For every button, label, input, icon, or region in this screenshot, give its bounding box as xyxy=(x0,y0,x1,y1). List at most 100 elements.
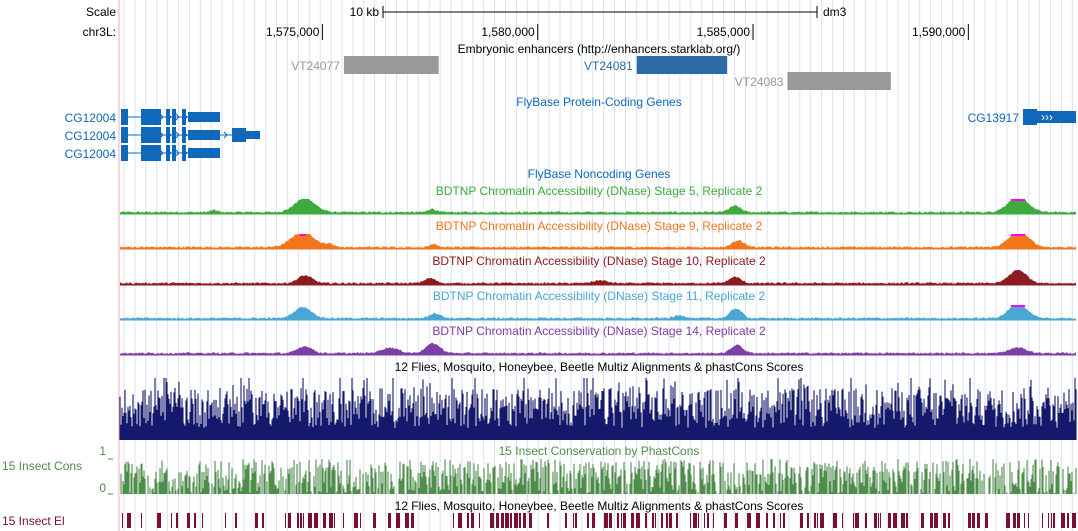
conserved-element xyxy=(693,513,697,528)
dnase-track-stage9[interactable]: BDTNP Chromatin Accessibility (DNase) St… xyxy=(120,219,1076,250)
ruler[interactable]: Scale chr3L: 10 kb dm3 1,575,000 1,580,00… xyxy=(83,5,969,40)
conserved-element xyxy=(906,513,908,528)
dnase-track-stage11[interactable]: BDTNP Chromatin Accessibility (DNase) St… xyxy=(120,289,1076,321)
conserved-element xyxy=(713,513,714,528)
elements-side-label[interactable]: 15 Insect El xyxy=(2,514,65,528)
conserved-element xyxy=(645,513,647,528)
conserved-element xyxy=(1051,513,1052,528)
conserved-element xyxy=(820,513,824,528)
conserved-element xyxy=(262,513,264,528)
conserved-element xyxy=(707,513,709,528)
dnase-signal xyxy=(120,342,1076,355)
gene-exon xyxy=(121,127,128,143)
dnase-signal xyxy=(120,305,1076,320)
conserved-element xyxy=(855,513,859,528)
conserved-element xyxy=(666,513,668,528)
enhancer-label: VT24077 xyxy=(291,59,340,73)
gene-exon xyxy=(172,109,176,125)
gene-exon xyxy=(188,112,220,122)
conserved-element xyxy=(592,513,595,528)
conserved-element xyxy=(288,513,291,528)
conserved-element xyxy=(698,513,699,528)
conserved-element xyxy=(621,513,622,528)
conserved-element xyxy=(604,513,608,528)
gene-exon xyxy=(1037,111,1076,123)
conserved-element xyxy=(617,513,619,528)
protein-coding-track-title: FlyBase Protein-Coding Genes xyxy=(516,95,681,109)
conserved-element xyxy=(587,513,589,528)
conserved-element xyxy=(609,513,612,528)
conserved-element xyxy=(1013,513,1016,528)
conserved-element xyxy=(176,513,178,528)
conserved-element xyxy=(690,513,691,528)
conserved-element xyxy=(300,513,302,528)
gene-exon xyxy=(141,127,161,143)
conserved-element xyxy=(1061,513,1065,528)
conserved-elements-track[interactable]: 12 Flies, Mosquito, Honeybee, Beetle Mul… xyxy=(2,499,1076,528)
conserved-element xyxy=(157,513,161,528)
strand-arrows: ››› xyxy=(1041,110,1053,124)
conserved-element xyxy=(1048,513,1049,528)
conserved-element xyxy=(878,513,879,528)
conserved-element xyxy=(977,513,980,528)
conserved-element xyxy=(874,513,877,528)
dnase-track-title: BDTNP Chromatin Accessibility (DNase) St… xyxy=(433,289,766,303)
conserved-element xyxy=(575,513,577,528)
conserved-element xyxy=(934,513,938,528)
enhancer-track[interactable]: Embryonic enhancers (http://enhancers.st… xyxy=(291,42,891,90)
conserved-element xyxy=(297,513,299,528)
conserved-element xyxy=(505,513,509,528)
conserved-element xyxy=(573,513,574,528)
conserved-element xyxy=(334,513,335,528)
clipped-marker xyxy=(1011,234,1025,236)
conserved-element xyxy=(943,513,946,528)
conserved-element xyxy=(1067,513,1069,528)
conserved-element xyxy=(652,513,654,528)
strand-chevron xyxy=(175,149,180,157)
conserved-element xyxy=(141,513,142,528)
dnase-signal xyxy=(120,270,1076,285)
dnase-signal xyxy=(120,234,1076,249)
gene-exon xyxy=(166,109,170,125)
conserved-element xyxy=(329,513,333,528)
chrom-label: chr3L: xyxy=(83,25,116,39)
multiz-track[interactable]: 12 Flies, Mosquito, Honeybee, Beetle Mul… xyxy=(119,360,1077,440)
phastcons-side-label[interactable]: 15 Insect Cons xyxy=(2,459,82,473)
dnase-track-stage14[interactable]: BDTNP Chromatin Accessibility (DNase) St… xyxy=(120,324,1076,356)
dnase-track-stage5[interactable]: BDTNP Chromatin Accessibility (DNase) St… xyxy=(120,184,1076,215)
multiz-track-title: 12 Flies, Mosquito, Honeybee, Beetle Mul… xyxy=(395,360,804,374)
protein-coding-genes-track[interactable]: FlyBase Protein-Coding Genes CG12004 CG12… xyxy=(65,95,1076,161)
dnase-track-title: BDTNP Chromatin Accessibility (DNase) St… xyxy=(436,184,763,198)
conserved-element xyxy=(800,513,803,528)
conserved-element xyxy=(343,513,344,528)
conserved-element xyxy=(1042,513,1043,528)
conserved-element xyxy=(631,513,634,528)
strand-chevron xyxy=(223,131,228,139)
conserved-element xyxy=(1028,513,1029,528)
conserved-element xyxy=(724,513,727,528)
conserved-element xyxy=(396,513,400,528)
conserved-element xyxy=(496,513,499,528)
ruler-tick-label: 1,575,000 xyxy=(266,25,320,39)
scale-label: Scale xyxy=(86,5,116,19)
dnase-track-stage10[interactable]: BDTNP Chromatin Accessibility (DNase) St… xyxy=(120,254,1076,286)
conserved-element xyxy=(661,513,663,528)
conserved-element xyxy=(388,513,391,528)
dnase-tracks[interactable]: BDTNP Chromatin Accessibility (DNase) St… xyxy=(120,184,1076,356)
ruler-ticks: 1,575,000 1,580,000 1,585,000 1,590,000 xyxy=(266,24,969,40)
gene-label: CG13917 xyxy=(968,111,1020,125)
conserved-element xyxy=(547,513,549,528)
conserved-element xyxy=(235,513,237,528)
conserved-element xyxy=(853,513,854,528)
conserved-element xyxy=(323,513,326,528)
dnase-track-title: BDTNP Chromatin Accessibility (DNase) St… xyxy=(436,219,763,233)
conserved-element xyxy=(1017,513,1020,528)
conserved-element xyxy=(405,513,409,528)
gene-exon xyxy=(141,109,161,125)
phastcons-axis-max: 1 xyxy=(99,444,106,458)
conserved-element xyxy=(623,513,626,528)
enhancer-track-title: Embryonic enhancers (http://enhancers.st… xyxy=(458,42,741,56)
phastcons-track[interactable]: 15 Insect Conservation by PhastCons 15 I… xyxy=(2,444,1077,495)
conserved-element xyxy=(373,513,376,528)
